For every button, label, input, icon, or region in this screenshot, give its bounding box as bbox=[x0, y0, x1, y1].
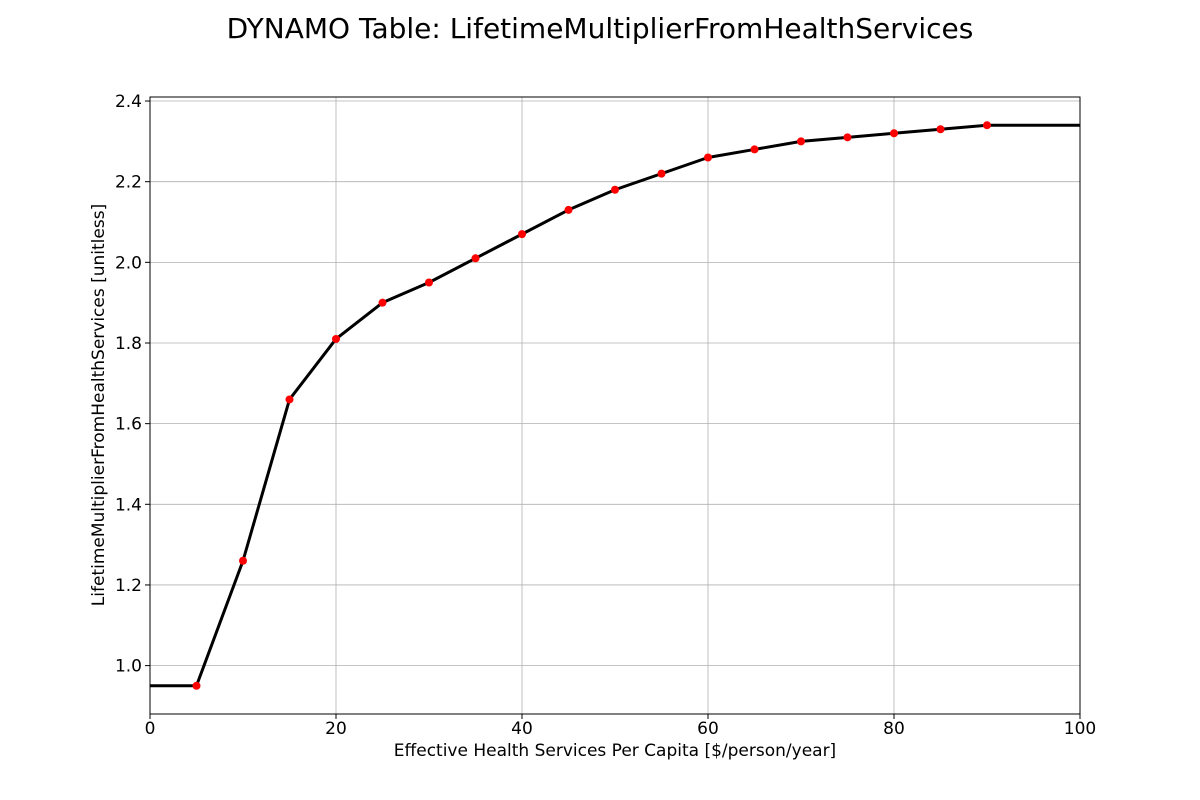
data-point bbox=[611, 185, 619, 194]
y-tick-label: 1.4 bbox=[115, 495, 142, 515]
data-point bbox=[564, 205, 573, 214]
series-line bbox=[150, 123, 1080, 688]
y-tick-label: 2.0 bbox=[115, 253, 142, 273]
data-point bbox=[983, 121, 991, 130]
data-point bbox=[890, 129, 898, 138]
x-tick-label: 20 bbox=[325, 719, 347, 739]
y-tick-label: 1.2 bbox=[115, 576, 142, 596]
y-tick-label: 2.2 bbox=[115, 173, 142, 193]
data-point bbox=[797, 137, 805, 146]
axis-ticks: 0 20 40 60 80 100 1.0 1.2 1.4 1.6 1.8 2.0 2.2 2.4 bbox=[115, 92, 1096, 739]
data-point bbox=[518, 230, 526, 239]
data-point bbox=[750, 145, 759, 154]
data-point bbox=[378, 298, 387, 307]
data-point bbox=[704, 153, 712, 162]
data-point bbox=[239, 556, 247, 565]
data-points bbox=[192, 121, 991, 690]
data-point bbox=[285, 395, 294, 404]
x-tick-label: 80 bbox=[883, 719, 905, 739]
x-axis-label: Effective Health Services Per Capita [$/… bbox=[394, 741, 836, 761]
x-tick-label: 100 bbox=[1064, 719, 1096, 739]
data-point bbox=[657, 169, 666, 178]
data-point bbox=[192, 681, 201, 690]
chart-title: DYNAMO Table: LifetimeMultiplierFromHeal… bbox=[227, 12, 974, 45]
y-tick-label: 2.4 bbox=[115, 92, 142, 112]
data-point bbox=[471, 254, 480, 263]
data-point bbox=[936, 125, 945, 134]
data-point bbox=[332, 334, 340, 343]
y-tick-label: 1.8 bbox=[115, 334, 142, 354]
x-tick-label: 0 bbox=[145, 719, 156, 739]
data-point bbox=[425, 278, 433, 287]
y-tick-label: 1.0 bbox=[115, 657, 142, 677]
plot-area-frame bbox=[149, 96, 1081, 715]
data-point bbox=[843, 133, 852, 142]
series bbox=[150, 123, 1080, 688]
x-tick-label: 40 bbox=[511, 719, 533, 739]
y-tick-label: 1.6 bbox=[115, 415, 142, 435]
y-axis-label: LifetimeMultiplierFromHealthServices [un… bbox=[89, 204, 109, 606]
x-tick-label: 60 bbox=[697, 719, 719, 739]
